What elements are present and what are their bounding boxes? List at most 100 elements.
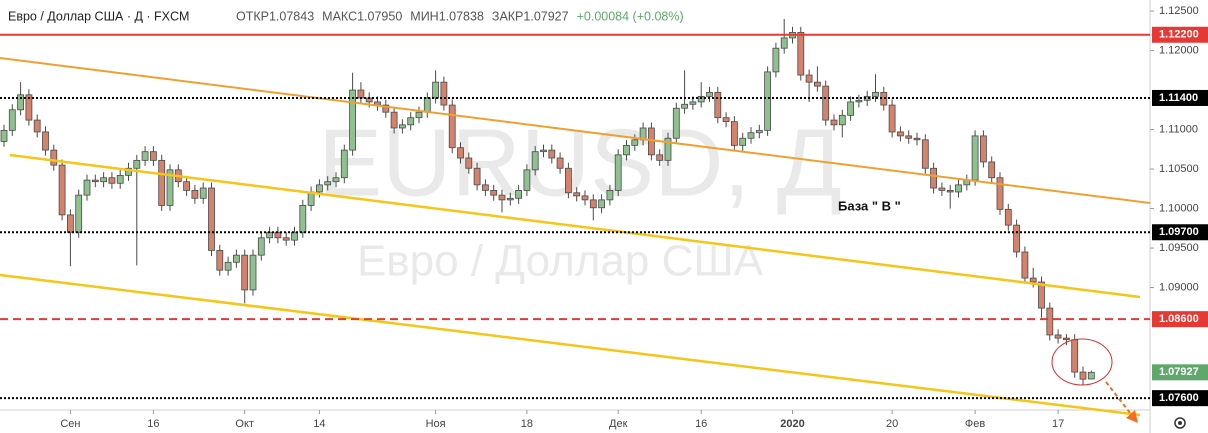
candle-body [971, 135, 979, 181]
candle-body [108, 177, 116, 184]
candle-body [955, 184, 962, 193]
candle-body [125, 167, 132, 176]
gear-center[interactable] [1178, 421, 1182, 425]
candle-body [814, 81, 821, 87]
candle-body [25, 94, 33, 121]
candle-body [407, 117, 415, 126]
candle-body [457, 147, 464, 159]
candle-body [191, 189, 199, 199]
candle-body [838, 114, 846, 126]
candle-body [980, 135, 987, 163]
x-tick-label: 18 [521, 418, 533, 430]
candle-body [797, 31, 805, 76]
ohlc-item: +0.00084 (+0.08%) [577, 9, 684, 23]
candle-body [1079, 371, 1087, 380]
x-tick-label: Ноя [426, 418, 446, 430]
candle-body [67, 214, 74, 233]
candle-body [946, 189, 954, 193]
candle-body [822, 85, 830, 121]
x-tick-label: 17 [1052, 418, 1064, 430]
candle-body [291, 231, 298, 241]
candle-body [448, 104, 456, 149]
x-tick-label: Фев [965, 418, 985, 430]
candle-body [299, 204, 307, 233]
candle-body [50, 149, 58, 166]
candle-body [1054, 334, 1062, 339]
header-bg [0, 4, 676, 30]
candle-body [33, 119, 41, 133]
highlight-circle [1051, 338, 1113, 386]
candle-body [58, 164, 66, 216]
candle-body [540, 149, 547, 153]
candle-body [905, 135, 913, 139]
candle-body [614, 154, 622, 191]
symbol-title: Евро / Доллар США · Д · FXCM [8, 9, 189, 23]
x-tick-label: 20 [886, 418, 898, 430]
candle-body [780, 37, 788, 49]
candle-body [747, 132, 755, 139]
candle-body [75, 194, 83, 233]
candle-body [830, 119, 838, 126]
y-tick-label: 1.09000 [1159, 281, 1199, 293]
candle-body [0, 129, 8, 142]
level-label-bg [1152, 26, 1208, 43]
annotation: База " В " [838, 198, 901, 213]
candle-body [481, 184, 489, 191]
candle-body [1063, 337, 1070, 341]
candle-body [324, 181, 332, 186]
x-tick-label: Сен [60, 418, 80, 430]
candle-body [573, 192, 581, 197]
candle-body [996, 177, 1004, 210]
level-label: 1.07600 [1159, 392, 1199, 404]
level-label: 1.09700 [1159, 226, 1199, 238]
x-tick-label: 14 [313, 418, 325, 430]
gear[interactable] [1174, 417, 1186, 429]
level-label: 1.11400 [1159, 92, 1198, 104]
candle-body [224, 261, 232, 271]
candle-body [133, 159, 141, 169]
candle-body [183, 181, 191, 191]
candle-body [714, 92, 722, 119]
candle-body [149, 151, 157, 161]
candle-body [631, 139, 639, 146]
settings-icon[interactable] [1174, 417, 1186, 429]
y-tick-label: 1.09500 [1159, 242, 1199, 254]
candle-body [755, 129, 763, 134]
candle-body [565, 167, 572, 194]
watermark-group: EURUSD, Д Евро / Доллар США [318, 109, 842, 285]
level-label-bg [1152, 390, 1208, 407]
candle-body [1021, 251, 1029, 279]
candle-body [8, 109, 16, 131]
last-price-bg [1152, 364, 1208, 381]
candle-body [249, 254, 257, 291]
y-tick-label: 1.12000 [1159, 44, 1199, 56]
arrow-head [1126, 410, 1138, 423]
trend-line [0, 273, 1141, 417]
candle-body [332, 177, 340, 183]
candle-body [158, 159, 166, 206]
candle-body [208, 187, 215, 251]
x-tick-label: 16 [147, 418, 159, 430]
candle-body [556, 157, 564, 169]
candle-body [432, 81, 440, 99]
candle-body [506, 197, 514, 201]
candle-body [141, 151, 149, 161]
candle-body [498, 194, 506, 201]
candle-body [232, 254, 240, 263]
candle-body [423, 97, 431, 113]
candle-body [100, 177, 107, 183]
ohlc-item: МАКС1.07950 [322, 9, 402, 23]
candles [0, 18, 1095, 385]
candle-body [340, 149, 348, 179]
candle-body [1038, 281, 1045, 309]
candle-body [764, 71, 771, 131]
candle-body [349, 89, 357, 151]
candle-body [913, 137, 921, 141]
candle-body [523, 169, 531, 191]
last-price-label: 1.07927 [1159, 366, 1199, 378]
candle-body [672, 107, 680, 139]
candle-body [1046, 307, 1054, 336]
ohlc-item: ОТКР1.07843 [236, 9, 314, 23]
candle-body [548, 149, 556, 159]
